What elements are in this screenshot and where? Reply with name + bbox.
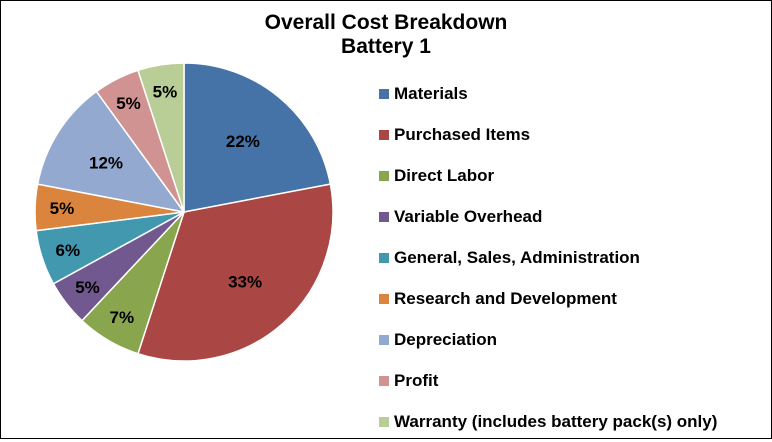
legend-swatch [379,416,389,427]
pie-data-label: 33% [228,272,262,291]
legend-item: General, Sales, Administration [379,237,769,278]
pie-data-label: 12% [89,154,123,173]
legend-swatch [379,375,389,386]
chart-title-line: Overall Cost Breakdown [264,11,508,34]
pie-slice-warranty-includes-battery-pack-s-only [137,62,185,213]
legend-item: Direct Labor [379,155,769,196]
legend-label: Research and Development [394,288,617,308]
legend-item: Warranty (includes battery pack(s) only) [379,401,769,442]
legend-item: Variable Overhead [379,196,769,237]
legend-label: Variable Overhead [394,206,543,226]
pie-data-label: 5% [50,199,75,218]
pie-data-label: 6% [56,241,81,260]
legend-swatch [379,170,389,181]
pie-data-labels: 22% 33% 7% 5% 6% 5% 12% 5% 5% [50,82,263,327]
legend-swatch [379,334,389,345]
legend-swatch [379,293,389,304]
pie-data-label: 5% [153,82,178,101]
legend-label: Direct Labor [394,165,495,185]
legend-item: Materials [379,73,769,114]
pie-slice-purchased-items [137,183,334,362]
chart-subtitle-line: Battery 1 [341,35,431,58]
legend-label: General, Sales, Administration [394,247,640,267]
legend-label: Materials [394,83,468,103]
legend-swatch [379,88,389,99]
legend-item: Depreciation [379,319,769,360]
pie-data-label: 5% [75,278,100,297]
legend-swatch [379,129,389,140]
legend-label: Warranty (includes battery pack(s) only) [394,411,718,431]
legend: Materials Purchased Items Direct Labor Vari… [379,73,769,442]
pie-slice-depreciation [36,90,186,214]
legend-label: Profit [394,370,439,390]
legend-item: Purchased Items [379,114,769,155]
pie-data-label: 22% [226,132,260,151]
legend-item: Research and Development [379,278,769,319]
legend-label: Purchased Items [394,124,531,144]
legend-swatch [379,211,389,222]
pie-data-label: 7% [110,308,135,327]
legend-swatch [379,252,389,263]
pie-slices [34,62,334,362]
legend-label: Depreciation [394,329,497,349]
pie-slice-materials [183,62,332,213]
pie-data-label: 5% [116,94,141,113]
legend-item: Profit [379,360,769,401]
chart-title: Overall Cost Breakdown Battery 1 [161,11,611,59]
